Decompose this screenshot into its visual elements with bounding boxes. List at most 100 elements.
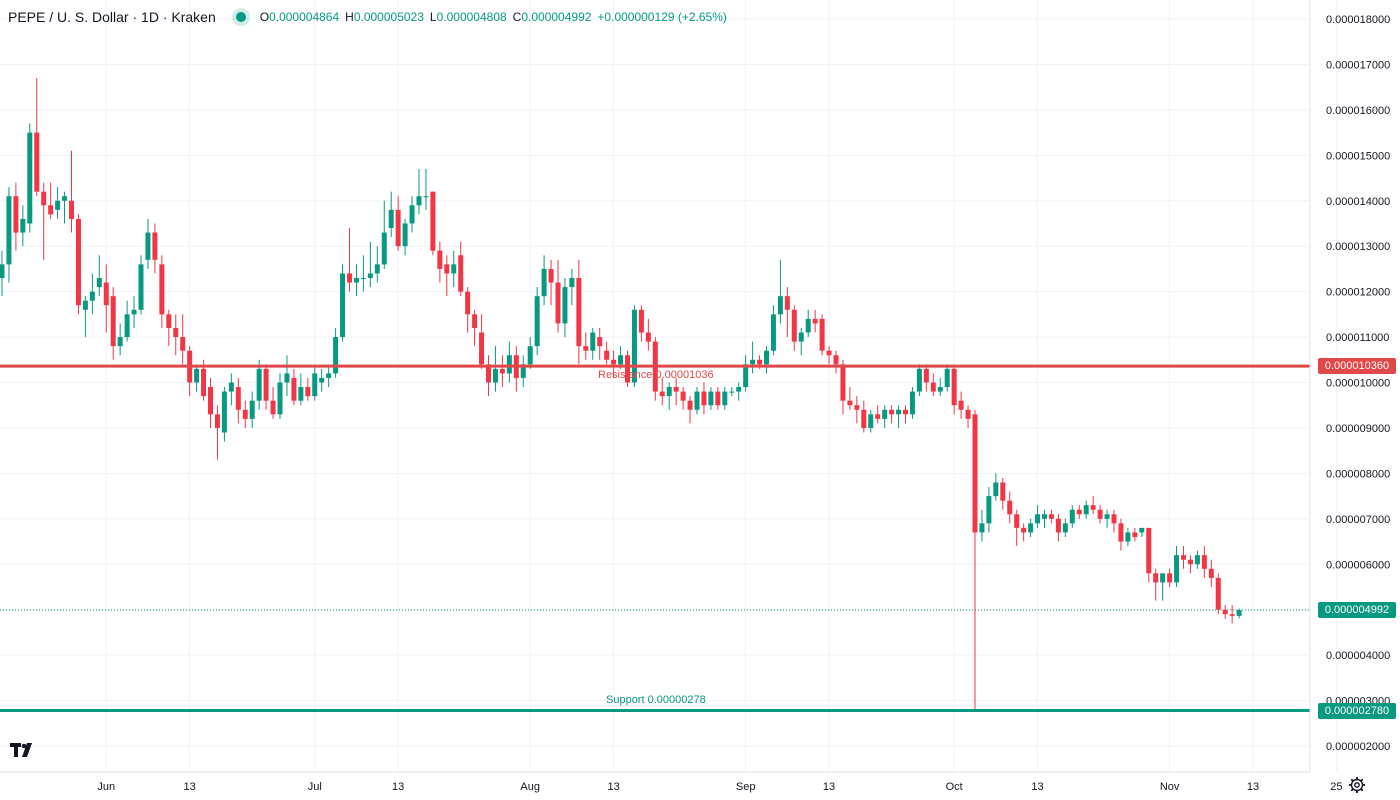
candle-up — [1062, 518, 1068, 537]
candle-body — [1097, 509, 1103, 519]
candle-down — [555, 259, 561, 333]
candle-body — [1069, 509, 1075, 524]
candle-up — [1160, 573, 1166, 601]
candle-body — [486, 364, 491, 383]
candle-body — [124, 314, 130, 338]
candle-up — [333, 327, 339, 378]
x-tick-label: 13 — [1031, 781, 1043, 793]
candle-body — [604, 350, 610, 360]
candle-down — [597, 327, 603, 360]
candle-body — [367, 273, 373, 278]
symbol-title[interactable]: PEPE / U. S. Dollar · 1D · Kraken — [8, 9, 216, 25]
candle-body — [861, 409, 867, 428]
candle-body — [291, 377, 297, 401]
candle-body — [1055, 518, 1061, 533]
candle-body — [1132, 532, 1138, 537]
candle-body — [1104, 514, 1110, 519]
candle-body — [62, 196, 68, 201]
candle-body — [757, 359, 763, 365]
candle-up — [194, 364, 200, 392]
candle-body — [409, 205, 415, 224]
candle-body — [923, 368, 929, 383]
candle-up — [916, 364, 922, 397]
candle-body — [576, 277, 582, 347]
candle-up — [423, 168, 429, 210]
candle-body — [569, 277, 575, 288]
candle-down — [847, 387, 853, 410]
gear-icon[interactable] — [1348, 776, 1366, 794]
resistance-label: Resistance 0.00001036 — [598, 369, 714, 381]
candle-down — [513, 346, 519, 392]
candle-up — [937, 377, 943, 397]
x-tick-label: 13 — [607, 781, 619, 793]
candle-down — [972, 409, 978, 711]
candle-down — [187, 346, 193, 397]
candle-body — [201, 368, 207, 397]
candle-body — [242, 409, 248, 419]
candle-body — [833, 355, 839, 365]
x-tick-label: Jun — [97, 781, 115, 793]
candle-body — [228, 382, 234, 392]
candle-body — [840, 364, 846, 401]
candle-body — [1187, 559, 1193, 565]
change-value: +0.000000129 (+2.65%) — [597, 10, 727, 24]
x-tick-label: 25 — [1330, 781, 1342, 793]
candle-up — [527, 337, 533, 369]
tradingview-logo-icon[interactable] — [10, 740, 38, 762]
candle-body — [20, 218, 26, 233]
candle-body — [826, 350, 832, 356]
low-value: 0.000004808 — [436, 10, 507, 24]
candle-down — [270, 387, 276, 419]
y-tick-label: 0.000011000 — [1326, 332, 1389, 344]
candle-up — [89, 273, 95, 315]
candle-down — [1208, 559, 1214, 587]
candle-down — [958, 391, 964, 419]
candle-up — [590, 327, 596, 360]
candle-down — [638, 305, 644, 342]
candle-up — [569, 268, 575, 306]
candle-body — [1048, 514, 1054, 519]
candle-body — [96, 277, 102, 288]
candle-body — [235, 387, 241, 410]
price-axis[interactable]: 0.000018000 0.000017000 0.000016000 0.00001… — [1326, 14, 1390, 753]
candle-down — [611, 350, 617, 378]
candle-down — [499, 355, 505, 388]
candle-down — [951, 364, 957, 415]
candle-up — [402, 218, 408, 256]
y-tick-label: 0.000006000 — [1326, 559, 1390, 571]
candle-up — [6, 187, 12, 283]
candle-up — [0, 250, 5, 297]
candle-down — [41, 182, 47, 260]
candle-down — [159, 255, 165, 328]
candle-up — [743, 355, 749, 392]
candle-up — [534, 287, 540, 356]
x-tick-label: Sep — [736, 781, 756, 793]
candle-up — [228, 373, 234, 406]
candle-body — [110, 296, 116, 347]
candle-down — [486, 355, 491, 397]
candle-body — [791, 309, 797, 342]
candle-up — [944, 364, 950, 392]
candle-up — [979, 509, 985, 542]
candle-body — [729, 391, 735, 393]
candle-body — [89, 291, 95, 301]
candle-body — [750, 359, 756, 365]
candle-up — [117, 323, 123, 356]
candle-body — [437, 250, 443, 269]
time-axis[interactable]: Jun 13 Jul 13 Aug 13 Sep 13 Oct 13 Nov 13 25 — [97, 781, 1342, 793]
candle-body — [506, 355, 512, 374]
candle-body — [930, 382, 936, 392]
candle-down — [1014, 509, 1020, 547]
candle-body — [1201, 555, 1207, 569]
candle-down — [576, 259, 582, 365]
candle-up — [1104, 509, 1110, 528]
candle-body — [284, 373, 290, 383]
candle-body — [986, 496, 992, 524]
candle-down — [819, 314, 825, 356]
candle-down — [701, 382, 707, 415]
candle-down — [854, 396, 860, 424]
candle-body — [520, 364, 526, 378]
close-label: C — [512, 10, 522, 24]
y-tick-label: 0.000002000 — [1326, 741, 1390, 753]
